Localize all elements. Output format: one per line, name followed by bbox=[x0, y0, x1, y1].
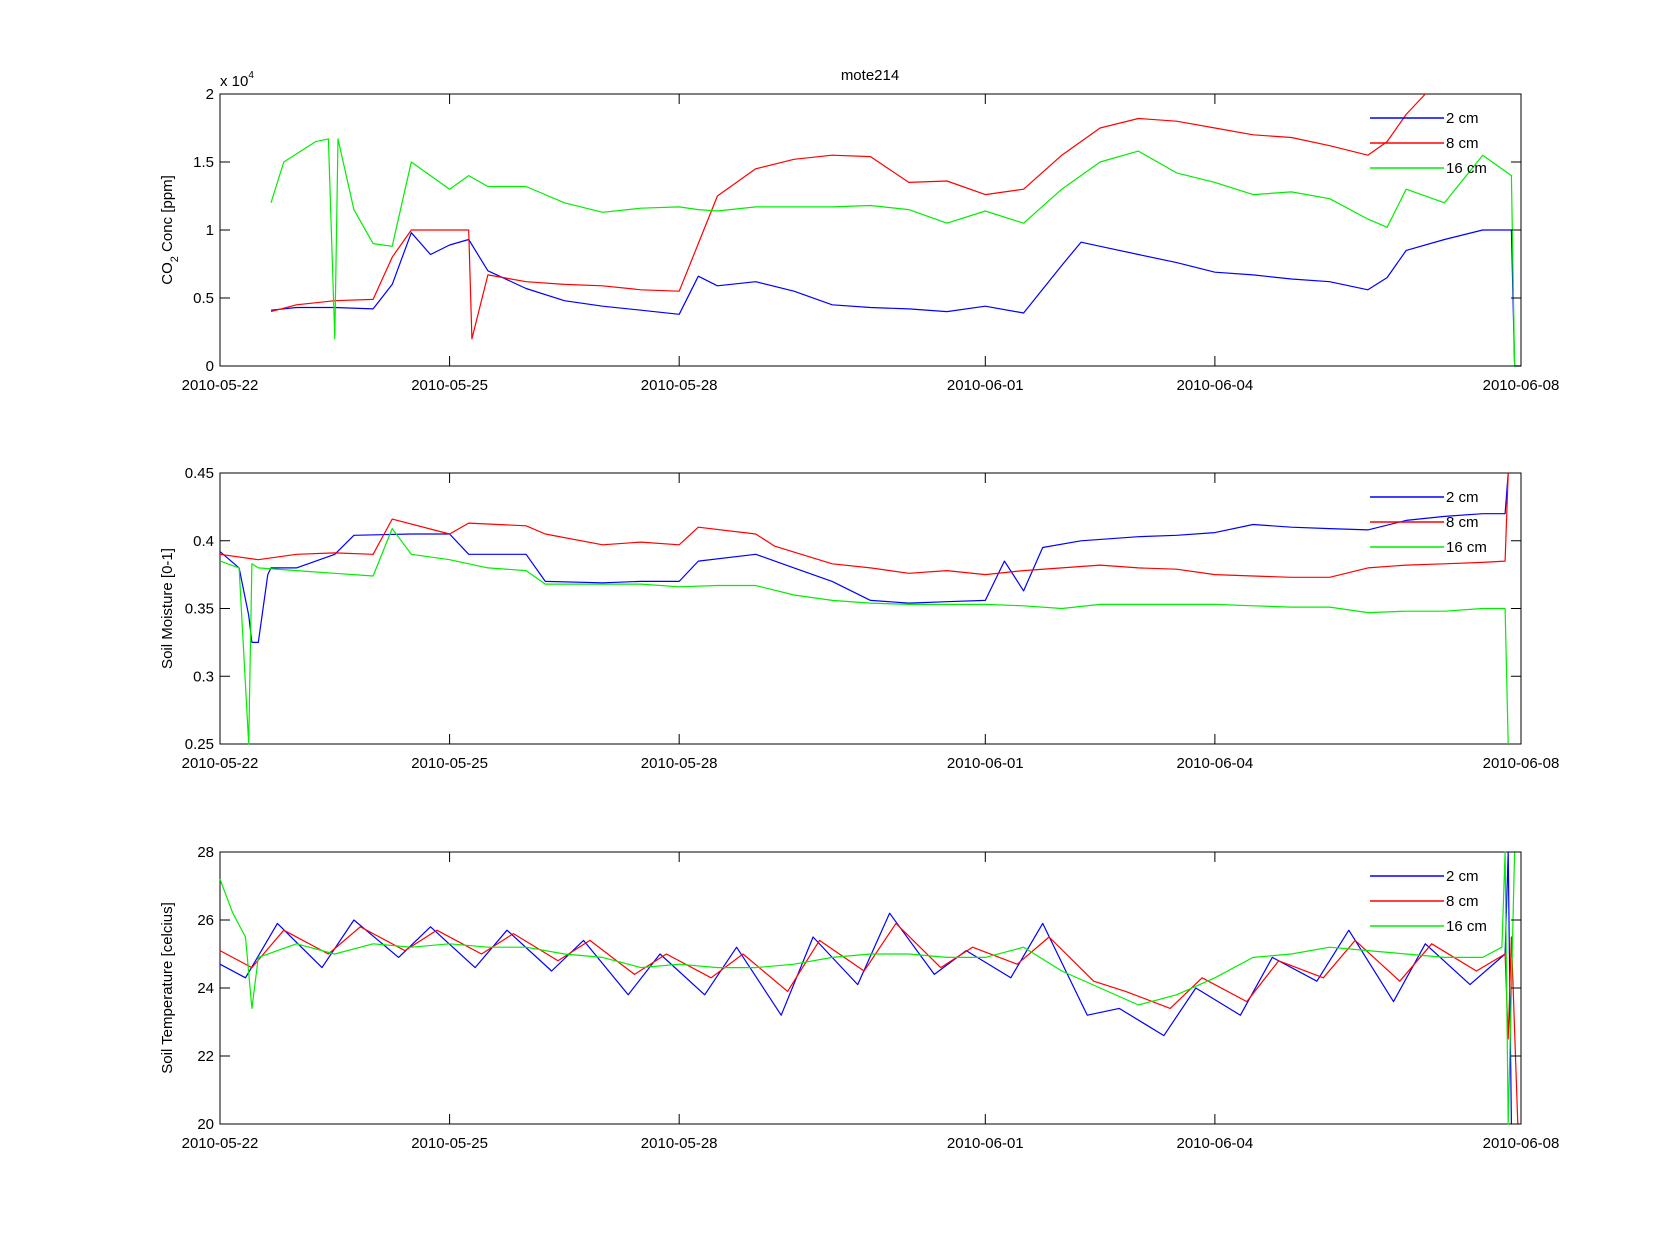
y-tick-label: 2 bbox=[206, 86, 214, 103]
y-tick-label: 0.3 bbox=[193, 668, 214, 685]
x-tick-label: 2010-05-28 bbox=[641, 1135, 718, 1152]
y-tick-label: 0.5 bbox=[193, 290, 214, 307]
figure-canvas: mote214 00.511.522010-05-22 2010-05-25 201… bbox=[0, 0, 1666, 1250]
y-tick-label: 0.45 bbox=[185, 465, 214, 482]
x-tick-label: 2010-05-25 bbox=[411, 377, 488, 394]
legend-label-8-cm: 8 cm bbox=[1446, 135, 1479, 152]
legend-label-16-cm: 16 cm bbox=[1446, 918, 1487, 935]
y-tick-label: 22 bbox=[197, 1048, 214, 1065]
x-tick-label: 2010-06-04 bbox=[1177, 377, 1254, 394]
y-tick-label: 0.4 bbox=[193, 533, 214, 550]
y-tick-label: 1.5 bbox=[193, 154, 214, 171]
y-multiplier-exponent: 4 bbox=[248, 70, 254, 81]
y-tick-label: 0.35 bbox=[185, 601, 214, 618]
x-tick-label: 2010-06-04 bbox=[1177, 755, 1254, 772]
y-tick-label: 20 bbox=[197, 1116, 214, 1133]
x-tick-label: 2010-05-25 bbox=[411, 755, 488, 772]
x-tick-label: 2010-05-22 bbox=[182, 377, 259, 394]
y-tick-label: 24 bbox=[197, 980, 214, 997]
x-tick-label: 2010-05-28 bbox=[641, 755, 718, 772]
x-tick-label: 2010-05-22 bbox=[182, 755, 259, 772]
legend-label-8-cm: 8 cm bbox=[1446, 893, 1479, 910]
x-tick-label: 2010-05-25 bbox=[411, 1135, 488, 1152]
y-axis-label-main: CO bbox=[159, 262, 176, 285]
legend-label-2-cm: 2 cm bbox=[1446, 489, 1479, 506]
x-tick-label: 2010-06-08 bbox=[1483, 377, 1560, 394]
legend-label-2-cm: 2 cm bbox=[1446, 868, 1479, 885]
legend-label-8-cm: 8 cm bbox=[1446, 514, 1479, 531]
legend-label-16-cm: 16 cm bbox=[1446, 160, 1487, 177]
x-tick-label: 2010-06-08 bbox=[1483, 755, 1560, 772]
x-tick-label: 2010-05-22 bbox=[182, 1135, 259, 1152]
x-tick-label: 2010-06-01 bbox=[947, 755, 1024, 772]
y-tick-label: 0 bbox=[206, 358, 214, 375]
x-tick-label: 2010-06-04 bbox=[1177, 1135, 1254, 1152]
y-axis-label-rest: Conc [ppm] bbox=[159, 175, 176, 256]
y-tick-label: 1 bbox=[206, 222, 214, 239]
x-tick-label: 2010-06-01 bbox=[947, 1135, 1024, 1152]
x-tick-label: 2010-06-01 bbox=[947, 377, 1024, 394]
legend-label-2-cm: 2 cm bbox=[1446, 110, 1479, 127]
y-tick-label: 0.25 bbox=[185, 736, 214, 753]
x-tick-label: 2010-05-28 bbox=[641, 377, 718, 394]
y-tick-label: 28 bbox=[197, 844, 214, 861]
y-tick-label: 26 bbox=[197, 912, 214, 929]
y-axis-label: Soil Temperature [celcius] bbox=[159, 902, 176, 1073]
legend-label-16-cm: 16 cm bbox=[1446, 539, 1487, 556]
y-multiplier-base: x 10 bbox=[220, 73, 248, 90]
y-axis-label: Soil Moisture [0-1] bbox=[159, 548, 176, 669]
x-tick-label: 2010-06-08 bbox=[1483, 1135, 1560, 1152]
figure-title: mote214 bbox=[841, 67, 899, 84]
